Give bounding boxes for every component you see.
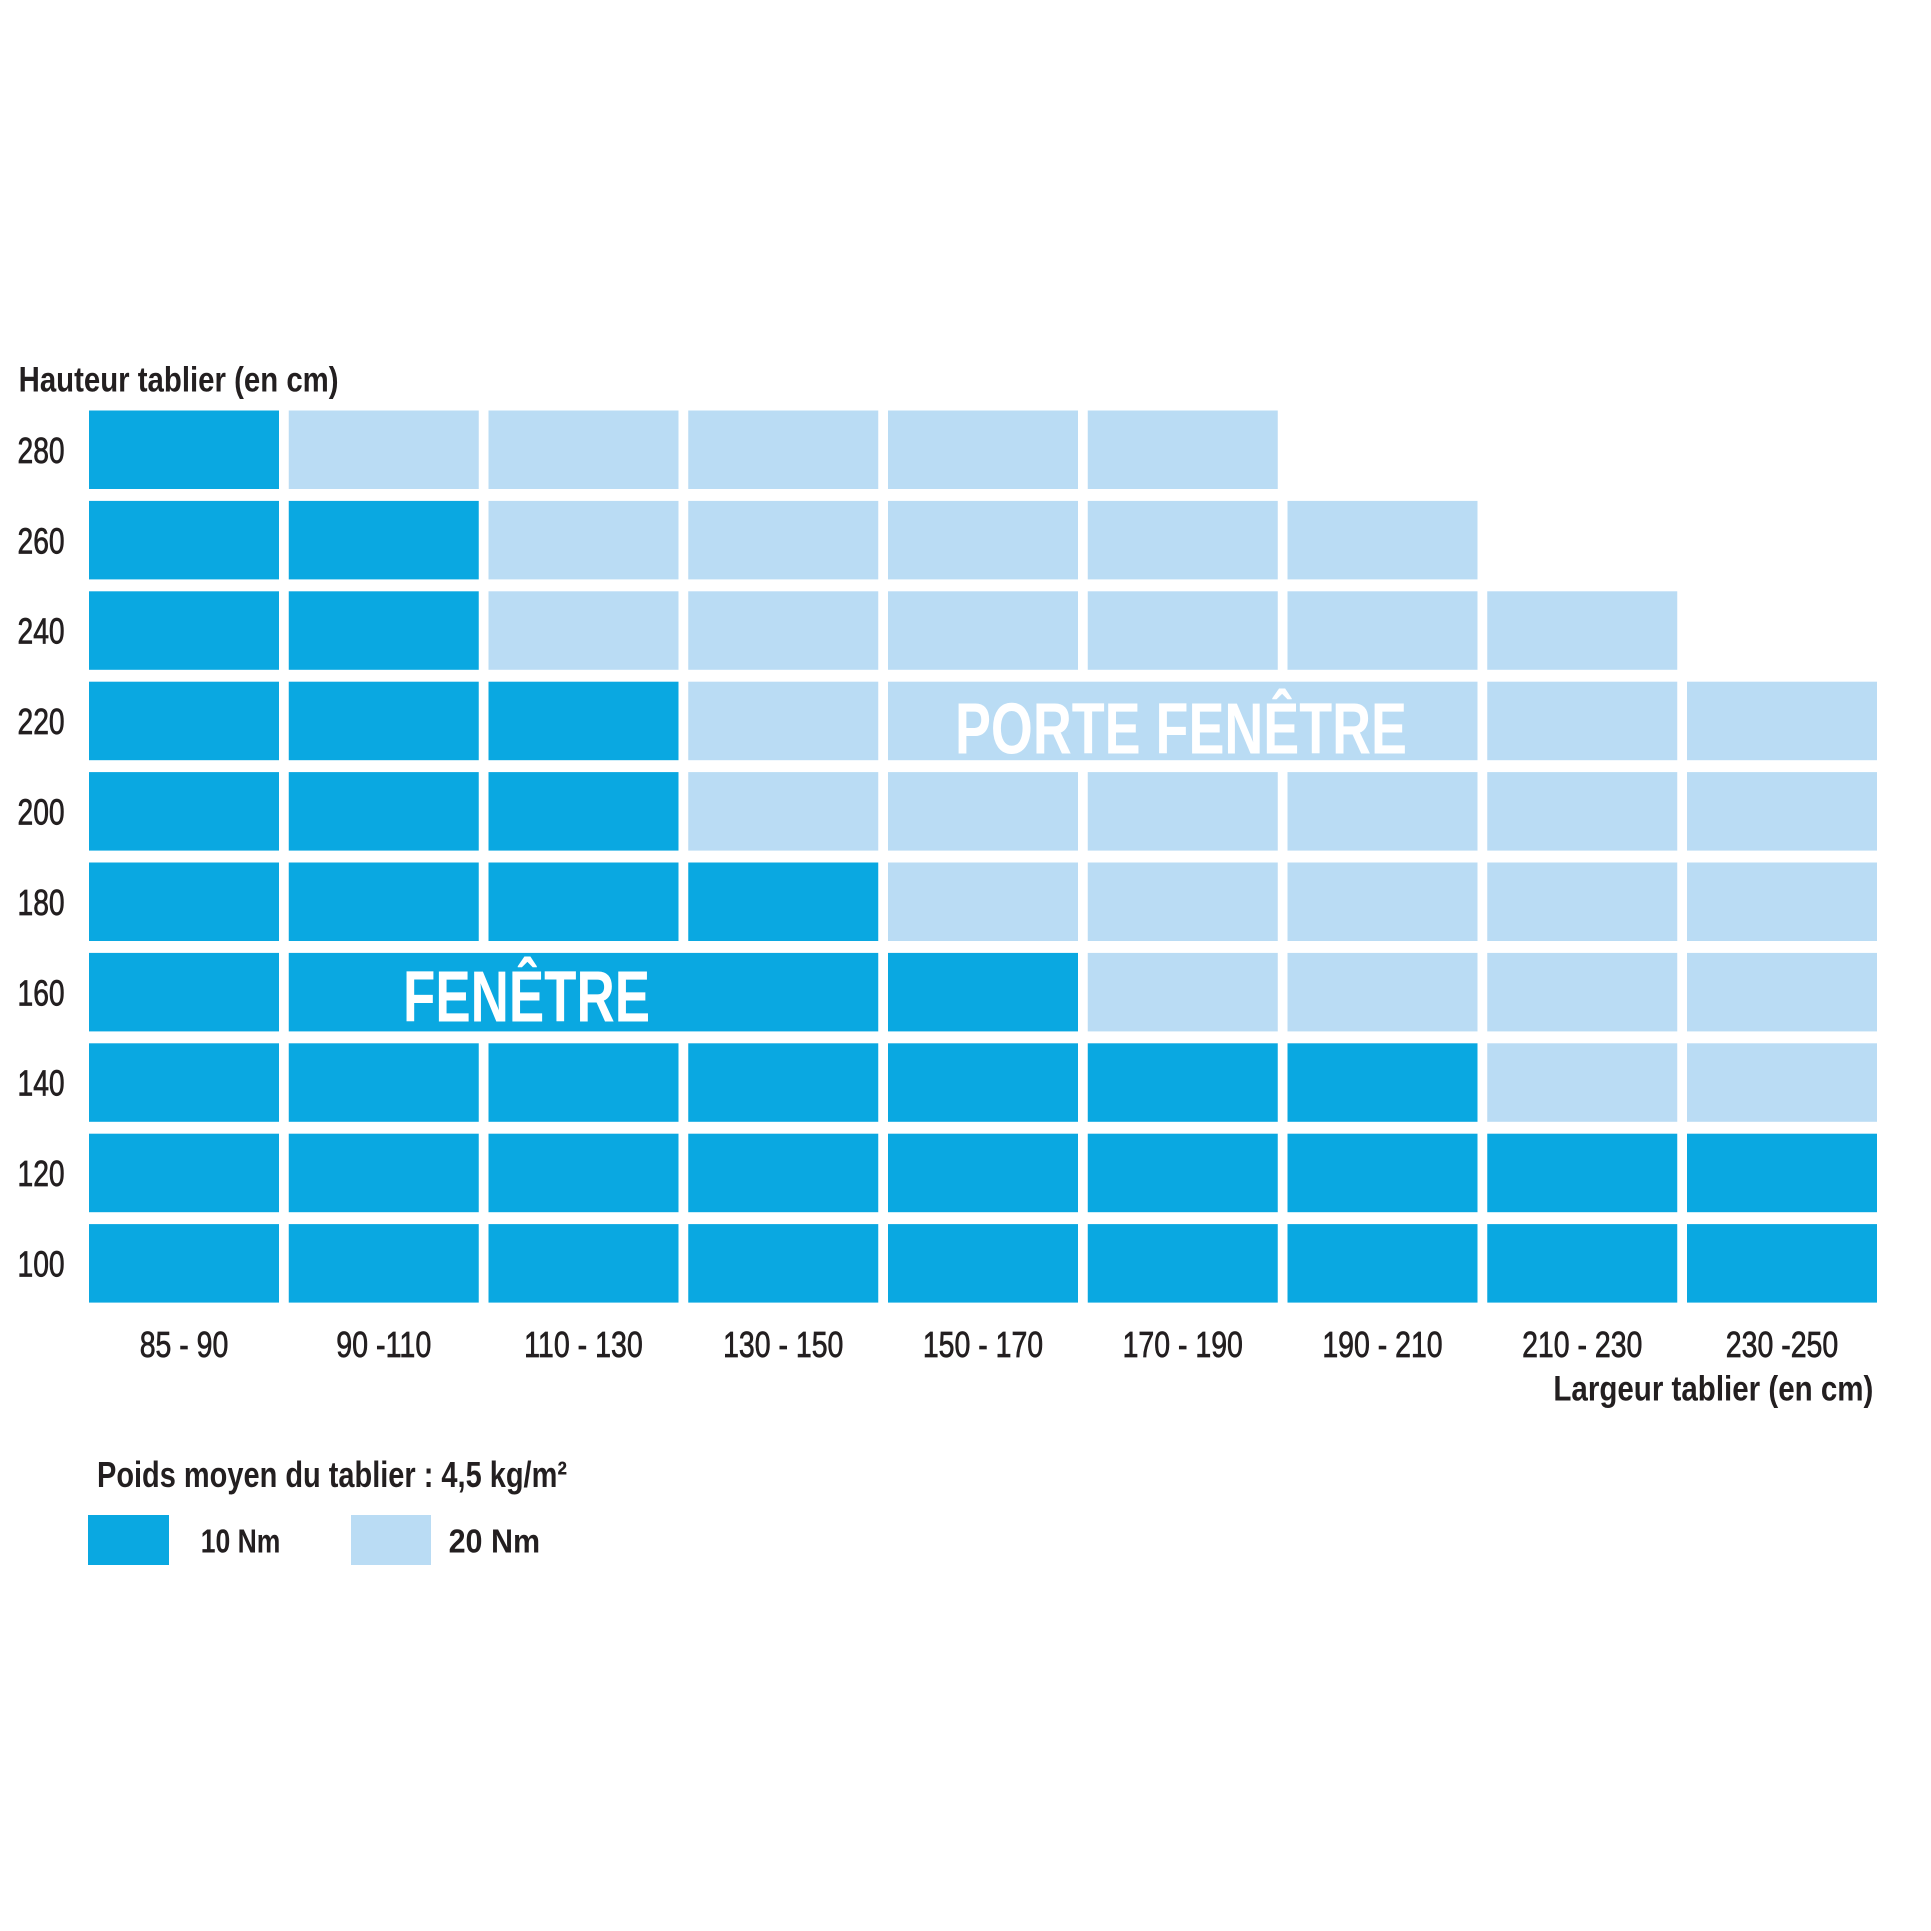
- svg-text:230 -250: 230 -250: [1726, 1324, 1838, 1365]
- svg-text:200: 200: [18, 791, 65, 832]
- svg-text:280: 280: [18, 430, 65, 471]
- svg-text:170 - 190: 170 - 190: [1123, 1324, 1243, 1365]
- svg-text:Largeur tablier (en cm): Largeur tablier (en cm): [1553, 1370, 1873, 1409]
- svg-text:260: 260: [18, 520, 65, 561]
- svg-text:20 Nm: 20 Nm: [449, 1522, 540, 1559]
- svg-text:240: 240: [18, 611, 65, 652]
- svg-text:90 -110: 90 -110: [336, 1324, 431, 1365]
- svg-text:Poids moyen du tablier : 4,5 k: Poids moyen du tablier : 4,5 kg/m²: [97, 1454, 567, 1495]
- svg-text:220: 220: [18, 701, 65, 742]
- svg-text:Hauteur tablier (en cm): Hauteur tablier (en cm): [19, 361, 339, 400]
- svg-text:110 - 130: 110 - 130: [524, 1324, 643, 1365]
- svg-text:180: 180: [18, 882, 65, 923]
- svg-text:210 - 230: 210 - 230: [1522, 1324, 1642, 1365]
- svg-text:190 - 210: 190 - 210: [1322, 1324, 1442, 1365]
- svg-text:PORTE FENÊTRE: PORTE FENÊTRE: [955, 689, 1407, 770]
- svg-text:FENÊTRE: FENÊTRE: [403, 956, 650, 1037]
- svg-text:120: 120: [18, 1153, 65, 1194]
- svg-text:10 Nm: 10 Nm: [201, 1522, 281, 1559]
- svg-text:130 - 150: 130 - 150: [723, 1324, 843, 1365]
- svg-text:85 - 90: 85 - 90: [140, 1324, 229, 1365]
- svg-text:100: 100: [18, 1243, 65, 1284]
- svg-text:140: 140: [18, 1063, 65, 1104]
- svg-text:160: 160: [18, 972, 65, 1013]
- svg-text:150 - 170: 150 - 170: [923, 1324, 1043, 1365]
